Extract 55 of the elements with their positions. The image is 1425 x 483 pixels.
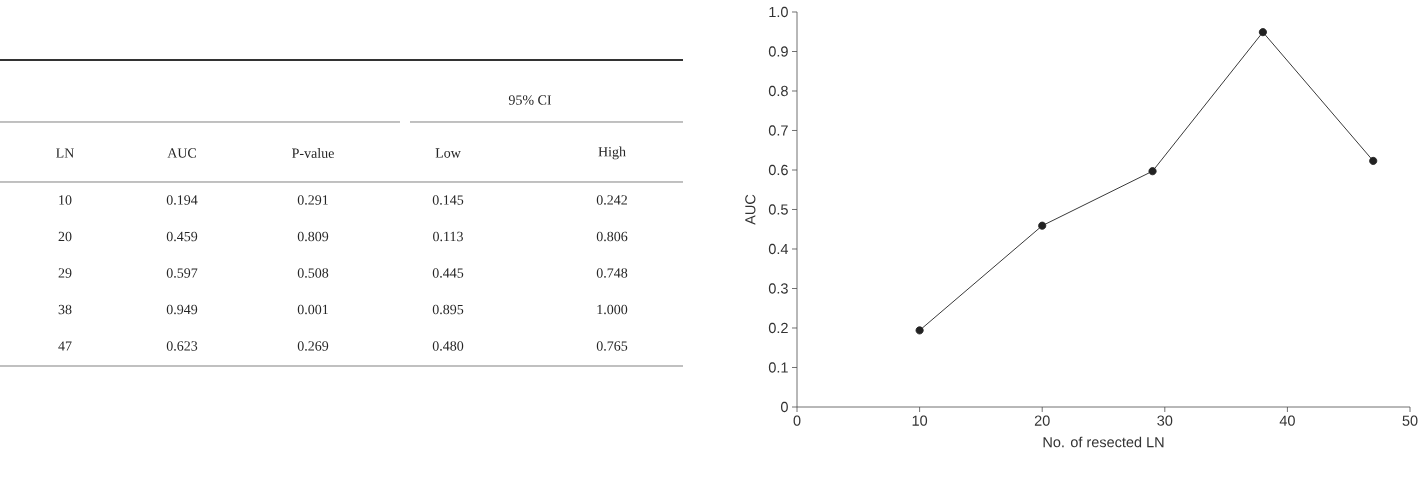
y-axis-title: AUC	[745, 194, 756, 225]
text: 0.269	[297, 341, 329, 351]
text: 0.145	[432, 195, 464, 205]
y-tick-label: 0.3	[768, 283, 788, 294]
x-tick-label: 40	[1279, 415, 1295, 426]
y-tick-label: 0.9	[768, 46, 788, 57]
point	[1258, 28, 1267, 37]
y-tick-label: 0.6	[768, 164, 788, 176]
text: 0.480	[432, 341, 464, 351]
text: 0.508	[297, 268, 329, 278]
text: 0.748	[596, 268, 628, 278]
text: LN	[56, 148, 75, 158]
text: 0.895	[432, 304, 464, 315]
text: High	[598, 146, 626, 160]
point	[915, 326, 924, 335]
y-tick-label: 0.1	[768, 362, 788, 373]
y-tick-label: 0	[780, 401, 788, 413]
text: 38	[58, 304, 72, 315]
y-tick-label: 0.7	[768, 125, 788, 136]
x-tick-label: 30	[1157, 415, 1173, 426]
x-tick-label: 50	[1402, 415, 1418, 426]
y-tick-label: 0.5	[768, 204, 788, 215]
x-axis-title: No. of resected LN	[1043, 436, 1164, 448]
text: 10	[59, 195, 72, 205]
text: 0.445	[432, 268, 464, 278]
y-tick-label: 1.0	[769, 6, 788, 18]
point	[1369, 156, 1378, 165]
x-tick-label: 10	[912, 415, 928, 426]
text: 1.000	[597, 304, 628, 315]
y-tick-label: 0.2	[768, 322, 788, 334]
x-tick-label: 0	[793, 415, 801, 426]
point	[1148, 167, 1157, 176]
text: 47	[58, 341, 72, 351]
text: 0.113	[433, 231, 463, 242]
text: 0.806	[596, 231, 628, 242]
text: 0.001	[297, 304, 328, 315]
text: 0.459	[166, 231, 198, 242]
text: 0.809	[297, 231, 329, 242]
text: 0.291	[297, 195, 328, 205]
x-tick-label: 20	[1034, 415, 1050, 426]
text: 0.597	[166, 268, 198, 278]
text: P-value	[292, 148, 334, 158]
point	[1038, 221, 1047, 230]
text: Low	[435, 148, 461, 158]
y-tick-label: 0.8	[768, 85, 788, 97]
text: 29	[58, 268, 72, 278]
text: 0.949	[166, 304, 198, 315]
text: 20	[58, 231, 72, 242]
text: AUC	[167, 148, 196, 158]
y-tick-label: 0.4	[768, 243, 789, 255]
text: 0.765	[596, 341, 628, 351]
text: 0.623	[166, 341, 198, 351]
text: 95% CI	[508, 95, 552, 105]
text: 0.242	[596, 195, 627, 205]
text: 0.194	[166, 195, 198, 205]
